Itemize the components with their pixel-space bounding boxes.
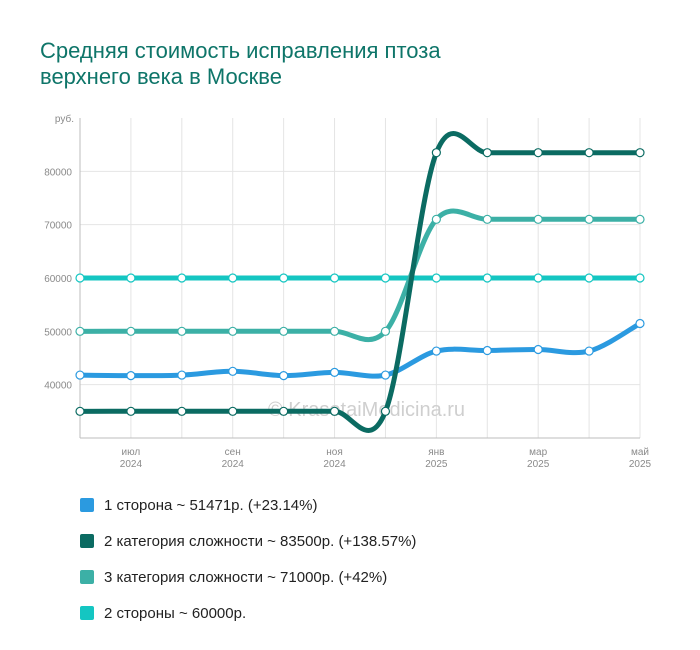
chart-title: Средняя стоимость исправления птоза верх… bbox=[40, 38, 660, 90]
series-3-point bbox=[75, 326, 85, 336]
series-lines bbox=[77, 131, 643, 433]
legend-swatch bbox=[80, 570, 94, 584]
series-points bbox=[75, 148, 645, 416]
series-3-point bbox=[279, 326, 289, 336]
series-1-point bbox=[635, 318, 645, 329]
legend-label: 2 стороны ~ 60000р. bbox=[104, 604, 247, 622]
series-1-point bbox=[431, 346, 441, 356]
series-1-point bbox=[177, 370, 187, 380]
series-3-point bbox=[329, 326, 340, 336]
series-4-point bbox=[329, 273, 340, 283]
legend-swatch bbox=[80, 606, 94, 620]
series-3-point bbox=[533, 214, 543, 224]
series-1-point bbox=[75, 370, 85, 380]
series-2-point bbox=[75, 406, 85, 416]
series-2-point bbox=[177, 406, 187, 416]
series-3-line bbox=[77, 208, 643, 343]
chart-title-line-1: Средняя стоимость исправления птоза bbox=[40, 38, 441, 63]
series-4-point bbox=[635, 273, 645, 283]
x-tick-label-month: июл bbox=[122, 447, 141, 458]
series-2-point bbox=[533, 148, 543, 158]
series-1-point bbox=[228, 366, 238, 376]
legend-label: 3 категория сложности ~ 71000р. (+42%) bbox=[104, 568, 388, 586]
series-1-point bbox=[533, 344, 543, 355]
series-1-point bbox=[329, 367, 340, 377]
series-3-point bbox=[380, 326, 391, 336]
series-4-point bbox=[482, 273, 492, 283]
y-tick-label: 70000 bbox=[44, 221, 72, 232]
series-3-point bbox=[584, 214, 594, 224]
series-2-point bbox=[380, 406, 391, 416]
x-tick-label-month: янв bbox=[428, 447, 444, 458]
series-2-point bbox=[126, 406, 136, 416]
x-tick-label-month: май bbox=[631, 447, 649, 458]
series-4-point bbox=[380, 273, 391, 283]
x-tick-label-year: 2024 bbox=[222, 459, 245, 470]
x-tick-label-month: мар bbox=[529, 447, 547, 458]
series-1-point bbox=[126, 371, 136, 381]
series-4-point bbox=[533, 273, 543, 283]
x-tick-label-year: 2025 bbox=[527, 459, 550, 470]
series-2-line bbox=[77, 131, 643, 433]
y-axis-unit-label: руб. bbox=[55, 113, 74, 125]
y-tick-label: 40000 bbox=[44, 381, 72, 392]
series-3-point bbox=[635, 214, 645, 224]
x-tick-label-month: сен bbox=[225, 447, 241, 458]
series-1-point bbox=[584, 346, 594, 356]
line-chart: © KrasotaiMedicina.ru руб.40000500006000… bbox=[44, 113, 651, 470]
watermark: © KrasotaiMedicina.ru bbox=[268, 399, 465, 421]
legend-label: 2 категория сложности ~ 83500р. (+138.57… bbox=[104, 532, 417, 550]
x-tick-label-year: 2025 bbox=[629, 459, 652, 470]
x-tick-label-month: ноя bbox=[326, 447, 343, 458]
series-1-point bbox=[380, 370, 391, 380]
series-2-point bbox=[584, 148, 594, 158]
series-1-point bbox=[482, 345, 492, 356]
series-1-point bbox=[279, 371, 289, 381]
legend-swatch bbox=[80, 498, 94, 512]
y-tick-label: 50000 bbox=[44, 327, 72, 338]
y-tick-label: 60000 bbox=[44, 274, 72, 285]
series-4-point bbox=[126, 273, 136, 283]
series-4-point bbox=[584, 273, 594, 283]
axes: руб.4000050000600007000080000июл2024сен2… bbox=[44, 113, 651, 470]
legend-item-2[interactable]: 2 категория сложности ~ 83500р. (+138.57… bbox=[80, 523, 416, 559]
y-tick-label: 80000 bbox=[44, 167, 72, 178]
series-3-point bbox=[228, 326, 238, 336]
series-4-point bbox=[228, 273, 238, 283]
series-4-point bbox=[279, 273, 289, 283]
chart-title-line-2: верхнего века в Москве bbox=[40, 64, 282, 89]
legend-item-1[interactable]: 1 сторона ~ 51471р. (+23.14%) bbox=[80, 487, 416, 523]
series-2-point bbox=[228, 406, 238, 416]
x-tick-label-year: 2025 bbox=[425, 459, 448, 470]
legend-item-3[interactable]: 3 категория сложности ~ 71000р. (+42%) bbox=[80, 559, 416, 595]
series-2-point bbox=[482, 148, 492, 158]
series-2-point bbox=[279, 406, 289, 416]
legend: 1 сторона ~ 51471р. (+23.14%) 2 категория… bbox=[80, 487, 416, 631]
series-3-point bbox=[431, 214, 441, 224]
x-tick-label-year: 2024 bbox=[323, 459, 346, 470]
series-4-point bbox=[431, 273, 441, 283]
legend-label: 1 сторона ~ 51471р. (+23.14%) bbox=[104, 496, 318, 514]
series-2-point bbox=[635, 148, 645, 158]
series-3-point bbox=[177, 326, 187, 336]
series-3-point bbox=[482, 214, 492, 224]
series-2-point bbox=[431, 148, 441, 158]
series-2-point bbox=[329, 406, 340, 416]
series-4-point bbox=[75, 273, 85, 283]
legend-item-4[interactable]: 2 стороны ~ 60000р. bbox=[80, 595, 416, 631]
series-3-point bbox=[126, 326, 136, 336]
legend-swatch bbox=[80, 534, 94, 548]
x-tick-label-year: 2024 bbox=[120, 459, 143, 470]
series-4-point bbox=[177, 273, 187, 283]
